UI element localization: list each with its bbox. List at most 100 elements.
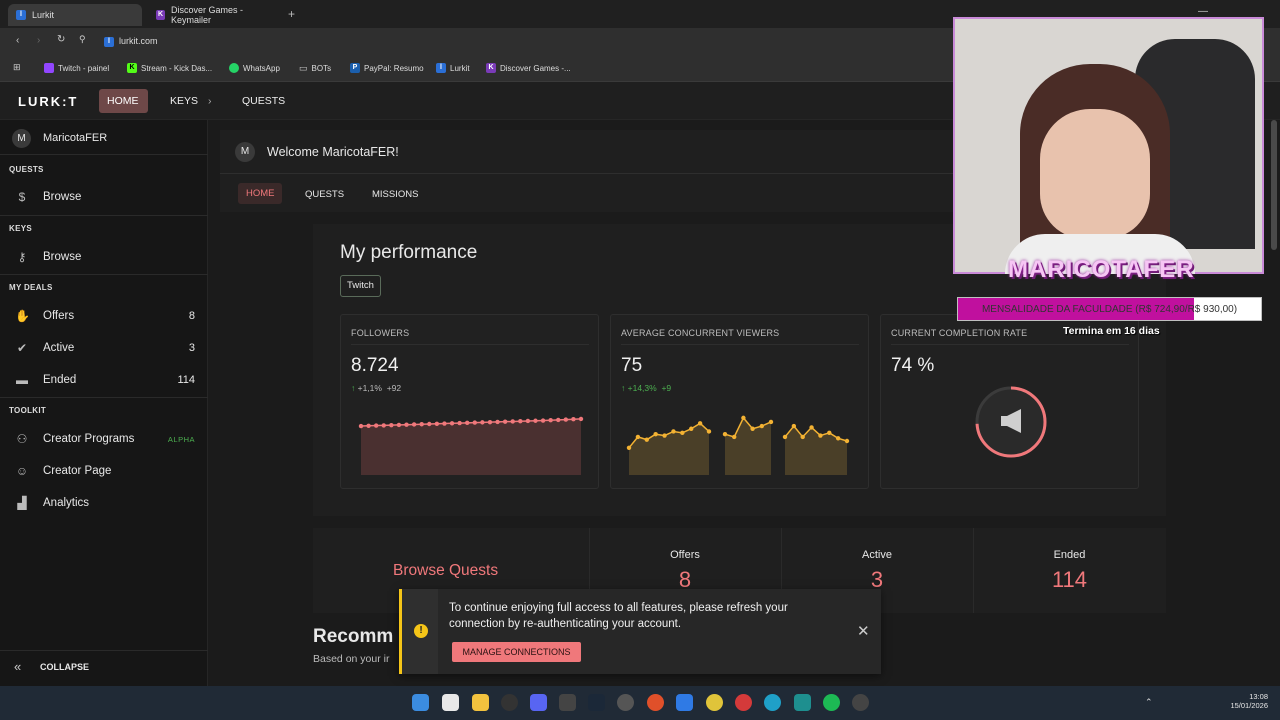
completion-arc [975, 386, 1047, 458]
viewers-point [653, 432, 658, 437]
reload-icon[interactable]: ↻ [57, 34, 66, 45]
steam-icon[interactable] [588, 694, 605, 711]
sidebar-item-analytics[interactable]: ▟ Analytics [0, 490, 208, 516]
viewers-area [629, 423, 709, 475]
bookmark-twitch[interactable]: Twitch - painel [44, 60, 109, 76]
viewers-point [741, 415, 746, 421]
clock[interactable]: 13:08 15/01/2026 [1224, 692, 1268, 710]
sidebar-item-creator-programs[interactable]: ⚇ Creator Programs ALPHA [16, 432, 195, 446]
my-deals-header: MY DEALS [9, 283, 53, 292]
followers-point [373, 423, 379, 428]
app-icon[interactable] [676, 694, 693, 711]
alpha-badge: ALPHA [167, 434, 195, 444]
user-name[interactable]: MaricotaFER [43, 132, 108, 144]
apps-grid-icon[interactable]: ⊞ [13, 62, 21, 72]
forward-icon[interactable]: › [37, 35, 41, 46]
app-icon[interactable] [794, 694, 811, 711]
followers-point [411, 422, 417, 427]
collapse-icon[interactable]: « [14, 659, 22, 674]
page-scrollbar[interactable] [1271, 120, 1277, 250]
start-icon[interactable] [412, 694, 429, 711]
platform-filter-twitch[interactable]: Twitch [340, 275, 381, 297]
keymailer-favicon-icon: K [156, 10, 165, 20]
new-tab-icon[interactable]: + [288, 7, 296, 21]
windows-taskbar [0, 686, 1280, 720]
opera-icon[interactable] [735, 694, 752, 711]
bookmark-whatsapp[interactable]: WhatsApp [229, 60, 280, 76]
sidebar-item-active[interactable]: ✔ Active 3 [16, 341, 195, 355]
viewers-point [662, 433, 667, 438]
viewers-area [785, 426, 847, 475]
lurkit-logo[interactable]: LURK:T [18, 94, 79, 109]
nav-quests[interactable]: QUESTS [242, 95, 286, 107]
followers-point [366, 423, 371, 428]
stat-offers-value[interactable]: 8 [678, 567, 692, 592]
avatar[interactable]: M [12, 129, 31, 148]
task-view-icon[interactable] [442, 694, 459, 711]
discord-icon[interactable] [530, 694, 547, 711]
sidebar-item-keys-browse[interactable]: ⚷ Browse [0, 244, 208, 270]
collapse-button[interactable]: COLLAPSE [40, 662, 90, 672]
app-icon[interactable] [852, 694, 869, 711]
manage-connections-button[interactable]: MANAGE CONNECTIONS [452, 642, 581, 662]
completion-value: 74 % [891, 355, 935, 376]
followers-point [502, 419, 508, 424]
file-explorer-icon[interactable] [472, 694, 489, 711]
arrow-up-icon: ↑ [621, 383, 626, 393]
subtab-quests[interactable]: QUESTS [305, 189, 345, 200]
viewers-point [818, 433, 823, 438]
tab-lurkit[interactable]: l Lurkit [8, 4, 142, 26]
sidebar-item-quests-browse[interactable]: $ Browse [0, 184, 208, 210]
obs-icon[interactable] [617, 694, 634, 711]
subtab-missions[interactable]: MISSIONS [372, 189, 419, 200]
sidebar-item-offers[interactable]: ✋ Offers 8 [15, 309, 195, 323]
viewers-point [782, 434, 788, 440]
app-icon[interactable] [501, 694, 518, 711]
subtab-home[interactable]: HOME [238, 183, 282, 204]
terminal-icon[interactable] [559, 694, 576, 711]
followers-point [434, 421, 440, 426]
bookmark-paypal[interactable]: P PayPal: Resumo [350, 60, 424, 76]
back-icon[interactable]: ‹ [16, 35, 20, 46]
lurkit-favicon-icon: l [16, 10, 26, 20]
minimize-icon[interactable]: — [1198, 6, 1208, 17]
chrome-icon[interactable] [706, 694, 723, 711]
divider [0, 650, 208, 651]
followers-point [457, 420, 462, 426]
divider [220, 173, 956, 174]
app-icon[interactable] [647, 694, 664, 711]
bookmark-bots[interactable]: ▭ BOTs [299, 62, 332, 73]
whatsapp-icon [229, 63, 239, 73]
sidebar-item-creator-page[interactable]: ☺ Creator Page [15, 464, 112, 478]
tray-chevron-icon[interactable]: ⌃ [1145, 697, 1153, 707]
webcam-overlay [953, 17, 1264, 274]
viewers-title: AVERAGE CONCURRENT VIEWERS [621, 328, 780, 338]
bookmark-lurkit[interactable]: l Lurkit [436, 60, 470, 76]
url-text[interactable]: lurkit.com [119, 36, 158, 46]
followers-point [518, 419, 523, 424]
bookmark-keymailer[interactable]: K Discover Games -... [486, 60, 571, 76]
stat-active-value[interactable]: 3 [870, 567, 884, 592]
followers-point [540, 418, 546, 423]
followers-point [571, 417, 576, 422]
spotify-icon[interactable] [823, 694, 840, 711]
close-icon[interactable]: ✕ [857, 623, 870, 640]
sidebar-item-ended[interactable]: ▬ Ended 114 [16, 373, 195, 387]
viewers-point [800, 434, 805, 440]
tab-keymailer[interactable]: K Discover Games - Keymailer [156, 5, 244, 25]
warning-icon: ! [414, 624, 428, 638]
bookmark-kick[interactable]: K Stream - Kick Das... [127, 60, 212, 76]
clock-date: 15/01/2026 [1230, 701, 1268, 710]
nav-keys[interactable]: KEYS › [170, 95, 212, 107]
viewers-point [635, 434, 641, 440]
followers-point [556, 417, 561, 423]
goal-text: MENSALIDADE DA FACULDADE (R$ 724,90/R$ 9… [981, 304, 1238, 315]
site-info-icon[interactable]: ⚲ [79, 34, 86, 44]
viewers-point [750, 426, 755, 431]
nav-home[interactable]: HOME [99, 89, 148, 113]
viewers-line [628, 422, 710, 449]
edge-icon[interactable] [764, 694, 781, 711]
check-circle-icon: ✔ [16, 341, 28, 355]
browse-quests-link[interactable]: Browse Quests [393, 562, 499, 579]
stat-ended-value[interactable]: 114 [1051, 567, 1088, 592]
